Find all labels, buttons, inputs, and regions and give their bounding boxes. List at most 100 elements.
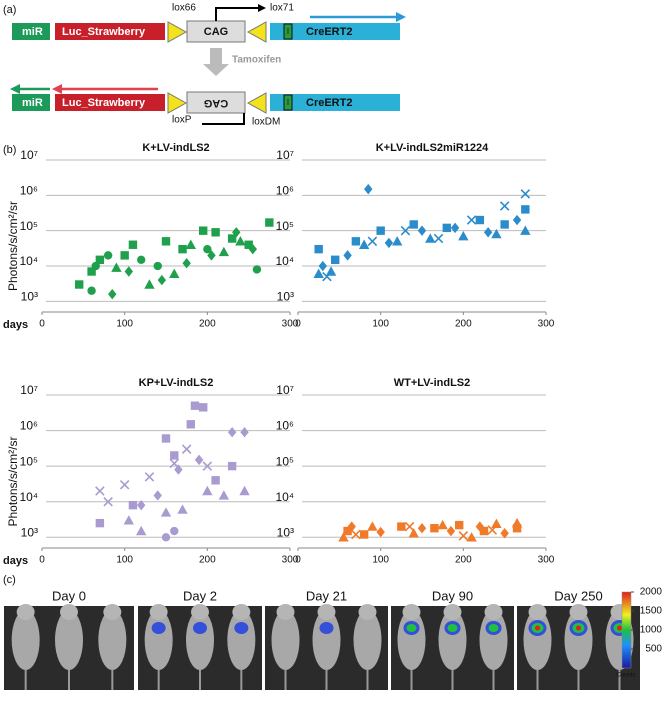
- mouse: [11, 610, 40, 670]
- point: [103, 251, 113, 260]
- arrow-head: [203, 64, 229, 76]
- element-label: Luc_Strawberry: [62, 26, 146, 38]
- point: [120, 251, 129, 260]
- x-tick-label: 0: [39, 555, 45, 566]
- point: [178, 244, 187, 254]
- point: [409, 220, 418, 229]
- point: [408, 528, 419, 538]
- luc-box: [55, 94, 165, 111]
- point: [466, 532, 477, 542]
- cag-box: [186, 91, 246, 114]
- y-tick-label: 10⁷: [276, 148, 294, 162]
- point: [103, 496, 113, 507]
- element-label: miR: [22, 26, 43, 38]
- point: [170, 526, 179, 536]
- day-label: Day 250: [554, 588, 602, 603]
- mouse-head: [103, 604, 122, 620]
- point: [227, 461, 237, 471]
- y-tick-label: 10⁶: [276, 419, 294, 433]
- point: [359, 530, 369, 539]
- marker-box: [283, 94, 293, 111]
- marker-label: I: [287, 98, 289, 107]
- point: [240, 427, 249, 438]
- point: [218, 490, 230, 500]
- point: [161, 237, 171, 246]
- point: [111, 262, 122, 272]
- element-label: miR: [22, 97, 43, 109]
- colorbar-label: 500: [645, 644, 662, 655]
- point: [500, 528, 509, 539]
- x-tick-label: 0: [295, 555, 301, 566]
- y-tick-label: 10⁷: [276, 383, 294, 397]
- y-tick-label: 10³: [21, 290, 38, 304]
- point: [128, 240, 138, 249]
- point: [351, 237, 361, 246]
- point: [400, 225, 411, 236]
- lox-site: [246, 21, 267, 43]
- x-tick-label: 0: [295, 319, 301, 330]
- site-label: lox66: [172, 3, 196, 14]
- site-label: lox71: [270, 3, 294, 14]
- colorbar-label: 1500: [640, 606, 663, 617]
- point: [177, 504, 188, 514]
- mouse: [144, 610, 173, 670]
- point: [153, 490, 162, 501]
- point: [466, 215, 477, 225]
- y-tick-label: 10³: [277, 290, 294, 304]
- x-tick-label: 100: [372, 555, 389, 566]
- point: [87, 286, 96, 295]
- point: [211, 476, 220, 485]
- day-label: Day 90: [432, 588, 473, 603]
- mouse: [55, 610, 83, 670]
- chart-title: K+LV-indLS2: [142, 142, 209, 154]
- point: [392, 236, 403, 246]
- point: [437, 519, 448, 530]
- point: [235, 236, 246, 246]
- point: [458, 230, 469, 241]
- point: [227, 427, 237, 438]
- y-tick-label: 10⁶: [276, 184, 294, 198]
- signal: [151, 622, 166, 634]
- point: [512, 214, 522, 226]
- mouse: [312, 610, 341, 670]
- mouse-head: [60, 604, 78, 620]
- x-tick-label: 300: [282, 555, 299, 566]
- point: [248, 243, 257, 255]
- panel-label: (b): [3, 144, 16, 156]
- arrow-head: [258, 4, 266, 12]
- point: [384, 237, 394, 249]
- point: [239, 485, 250, 496]
- point: [343, 526, 352, 536]
- point: [425, 233, 436, 243]
- point: [144, 472, 155, 482]
- point: [358, 239, 370, 249]
- point: [430, 524, 439, 533]
- x-tick-label: 300: [538, 555, 555, 566]
- point: [404, 521, 415, 532]
- point: [185, 239, 196, 249]
- element-label: Luc_Strawberry: [62, 97, 146, 109]
- construct-top: miR Luc_Strawberry CAG CreERT2 I lox66 l…: [12, 3, 406, 43]
- x-tick-label: 200: [199, 319, 216, 330]
- point: [455, 520, 464, 530]
- mouse: [271, 610, 300, 670]
- point: [475, 521, 485, 532]
- point: [153, 261, 162, 271]
- point: [331, 255, 340, 264]
- point: [491, 228, 502, 239]
- element-label: CreERT2: [306, 97, 352, 109]
- point: [137, 255, 146, 264]
- point: [218, 246, 230, 257]
- colorbar-label: 1000: [640, 625, 663, 636]
- point: [347, 521, 356, 532]
- y-tick-label: 10⁷: [20, 148, 38, 162]
- point: [417, 523, 427, 534]
- site-label: loxP: [172, 115, 192, 126]
- point: [252, 265, 262, 274]
- arrow-head: [10, 84, 20, 94]
- point: [207, 250, 216, 261]
- point: [161, 533, 171, 542]
- point: [199, 226, 208, 235]
- point: [313, 268, 324, 279]
